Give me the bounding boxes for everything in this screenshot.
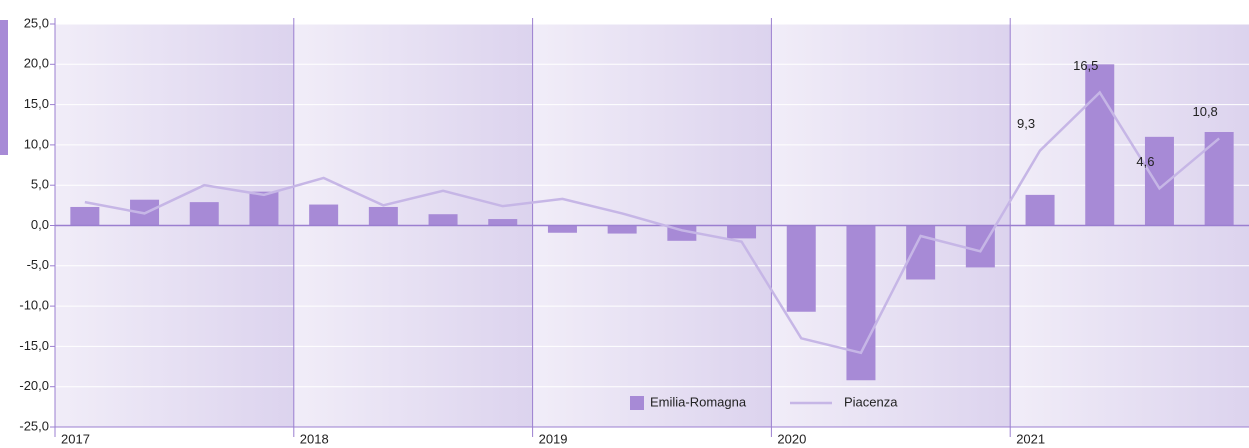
bar: [786, 225, 816, 312]
bar: [965, 225, 995, 268]
bar: [189, 202, 219, 226]
bar: [607, 225, 637, 234]
y-tick-label: 5,0: [31, 177, 49, 192]
line: [84, 90, 1220, 355]
bar: [846, 225, 876, 381]
bar: [428, 214, 458, 226]
legend-swatch: [630, 396, 644, 410]
bar: [488, 219, 518, 226]
y-tick-label: -10,0: [19, 298, 49, 313]
bar: [906, 225, 936, 280]
x-tick-label: 2017: [61, 431, 90, 446]
data-label: 4,6: [1136, 154, 1154, 169]
y-tick-label: 25,0: [24, 15, 49, 30]
y-tick-label: -20,0: [19, 378, 49, 393]
y-tick-label: 0,0: [31, 217, 49, 232]
legend-label: Emilia-Romagna: [650, 394, 747, 409]
bar: [368, 206, 398, 226]
x-tick-label: 2020: [777, 431, 806, 446]
bar: [1085, 64, 1115, 226]
y-tick-label: -25,0: [19, 418, 49, 433]
bar: [309, 204, 339, 226]
bar: [249, 191, 279, 226]
bar: [547, 225, 577, 233]
x-tick-label: 2019: [539, 431, 568, 446]
bar: [70, 206, 100, 226]
data-label: 9,3: [1017, 116, 1035, 131]
y-tick-label: -15,0: [19, 338, 49, 353]
data-label: 16,5: [1073, 58, 1098, 73]
x-tick-label: 2021: [1016, 431, 1045, 446]
bar: [727, 225, 757, 239]
data-label: 10,8: [1192, 104, 1217, 119]
y-tick-label: 15,0: [24, 96, 49, 111]
legend-label: Piacenza: [844, 394, 898, 409]
x-tick-label: 2018: [300, 431, 329, 446]
y-tick-label: -5,0: [27, 257, 49, 272]
side-accent: [0, 20, 8, 155]
y-tick-label: 20,0: [24, 56, 49, 71]
bar: [1025, 194, 1055, 226]
y-tick-label: 10,0: [24, 136, 49, 151]
